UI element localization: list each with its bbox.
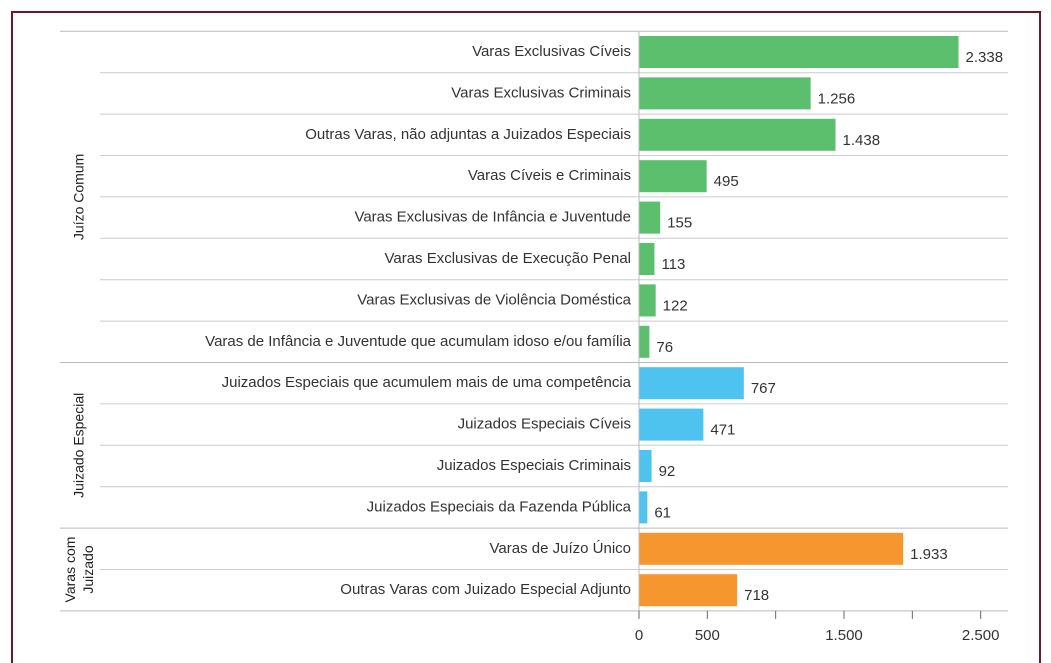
group-label: Juízo Comum <box>71 154 87 240</box>
category-label: Varas de Juízo Único <box>490 540 631 557</box>
bar <box>639 532 904 565</box>
category-label: Varas de Infância e Juventude que acumul… <box>205 333 631 350</box>
bar <box>639 160 707 193</box>
value-label: 76 <box>656 339 673 356</box>
category-label: Varas Exclusivas Cíveis <box>472 43 631 60</box>
category-label: Juizados Especiais Criminais <box>437 457 631 474</box>
bar <box>639 36 959 68</box>
value-label: 2.338 <box>966 49 1004 66</box>
category-label: Varas Exclusivas Criminais <box>451 84 631 101</box>
bar <box>639 408 704 441</box>
bar <box>639 574 738 607</box>
group-label-line: Juizado <box>80 545 96 593</box>
value-label: 155 <box>667 215 692 232</box>
value-label: 767 <box>751 380 776 397</box>
bar <box>639 325 650 358</box>
x-tick-label: 500 <box>695 627 720 644</box>
category-label: Outras Varas, não adjuntas a Juizados Es… <box>305 126 631 143</box>
group-label-line: Varas com <box>62 537 78 603</box>
bar <box>639 367 744 400</box>
bar <box>639 118 836 151</box>
value-label: 113 <box>661 256 685 273</box>
category-label: Outras Varas com Juizado Especial Adjunt… <box>340 581 631 598</box>
group-label: Varas com Juizado <box>62 537 96 603</box>
bar <box>639 491 648 524</box>
bar <box>639 243 655 275</box>
x-tick-label: 0 <box>635 627 643 644</box>
bar <box>639 77 811 110</box>
bar <box>639 284 656 317</box>
value-label: 122 <box>663 297 688 314</box>
x-tick-label: 2.500 <box>962 627 1000 644</box>
bar <box>639 201 661 234</box>
value-label: 495 <box>714 173 739 190</box>
value-label: 471 <box>710 422 735 439</box>
category-label: Juizados Especiais Cíveis <box>458 416 631 433</box>
value-label: 61 <box>654 504 671 521</box>
bar <box>639 450 652 482</box>
group-label: Juizado Especial <box>71 393 87 498</box>
category-label: Varas Exclusivas de Violência Doméstica <box>357 291 631 308</box>
category-label: Varas Exclusivas de Execução Penal <box>384 250 631 267</box>
category-label: Varas Exclusivas de Infância e Juventude <box>354 209 631 226</box>
value-label: 92 <box>659 463 676 480</box>
value-label: 718 <box>744 587 769 604</box>
value-label: 1.933 <box>910 546 948 563</box>
category-label: Varas Cíveis e Criminais <box>468 167 631 184</box>
value-label: 1.256 <box>818 90 856 107</box>
category-label: Juizados Especiais da Fazenda Pública <box>367 498 632 515</box>
frame <box>11 11 1041 663</box>
category-label: Juizados Especiais que acumulem mais de … <box>222 374 632 391</box>
x-tick-label: 1.500 <box>825 627 863 644</box>
value-label: 1.438 <box>843 132 881 149</box>
